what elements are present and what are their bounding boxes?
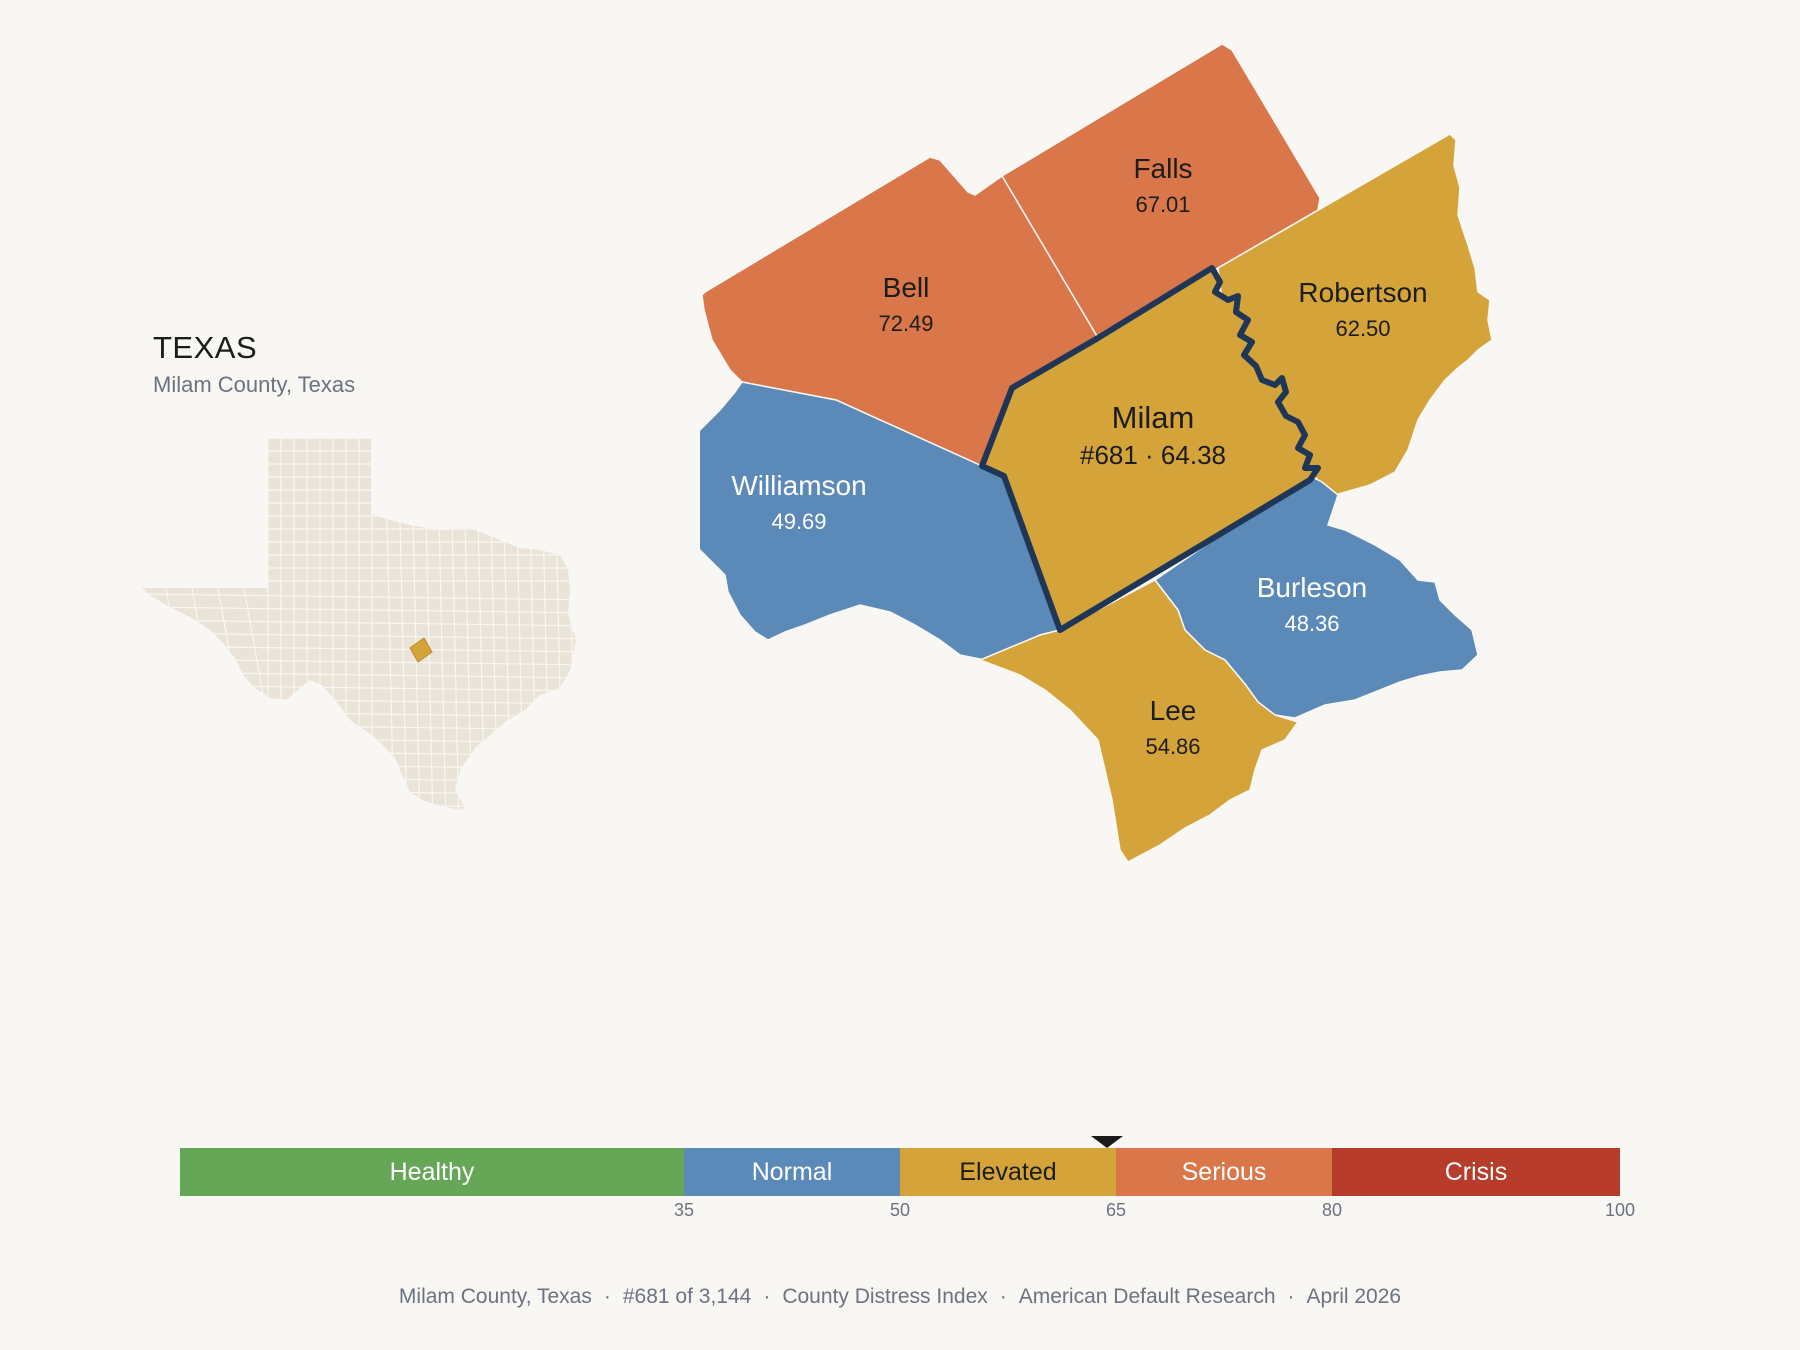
county-label-bell: Bell — [883, 272, 930, 303]
footer-item: American Default Research — [1018, 1285, 1276, 1308]
scale-segment-crisis: Crisis — [1332, 1148, 1620, 1196]
scale-tick: 50 — [889, 1200, 911, 1220]
state-title: TEXAS — [153, 330, 258, 365]
distress-scale-bar: Healthy Normal Elevated Serious Crisis — [180, 1148, 1620, 1196]
scale-ticks: 35 50 65 80 100 — [180, 1196, 1635, 1226]
county-milam — [979, 265, 1321, 633]
footer: Milam County, Texas · #681 of 3,144 · County… — [0, 1285, 1800, 1309]
footer-item: County Distress Index — [782, 1285, 988, 1308]
score-marker — [1091, 1136, 1124, 1148]
county-label-lee: Lee — [1150, 695, 1197, 726]
scale-tick: 65 — [1105, 1200, 1127, 1220]
county-value-robertson: 62.50 — [1335, 316, 1390, 341]
focus-county-rank-score: #681 · 64.38 — [1080, 440, 1226, 470]
footer-item: #681 of 3,144 — [622, 1285, 752, 1308]
texas-inset-map — [142, 438, 576, 810]
county-label-falls: Falls — [1133, 153, 1192, 184]
footer-item: April 2026 — [1306, 1285, 1402, 1308]
milam-highlight-inset — [409, 637, 433, 663]
county-value-burleson: 48.36 — [1284, 611, 1339, 636]
scale-tick: 35 — [673, 1200, 695, 1220]
scale-segment-serious: Serious — [1116, 1148, 1332, 1196]
footer-separator: · — [763, 1285, 771, 1308]
county-label-robertson: Robertson — [1298, 277, 1427, 308]
footer-separator: · — [603, 1285, 611, 1308]
state-subtitle: Milam County, Texas — [153, 372, 356, 397]
scale-segment-normal: Normal — [684, 1148, 900, 1196]
scale-segment-elevated: Elevated — [900, 1148, 1116, 1196]
county-value-lee: 54.86 — [1145, 734, 1200, 759]
scale-tick: 80 — [1321, 1200, 1343, 1220]
focus-county-name: Milam — [1112, 400, 1195, 435]
regional-county-map: Falls 67.01 Bell 72.49 Robertson 62.50 William… — [700, 43, 1493, 863]
county-label-burleson: Burleson — [1257, 572, 1368, 603]
footer-item: Milam County, Texas — [398, 1285, 592, 1308]
county-value-williamson: 49.69 — [771, 509, 826, 534]
footer-separator: · — [1287, 1285, 1295, 1308]
county-label-williamson: Williamson — [731, 470, 866, 501]
county-lee — [977, 579, 1300, 863]
scale-tick: 100 — [1604, 1200, 1636, 1220]
county-value-falls: 67.01 — [1135, 192, 1190, 217]
footer-separator: · — [999, 1285, 1007, 1308]
scale-segment-healthy: Healthy — [180, 1148, 684, 1196]
county-value-bell: 72.49 — [878, 311, 933, 336]
